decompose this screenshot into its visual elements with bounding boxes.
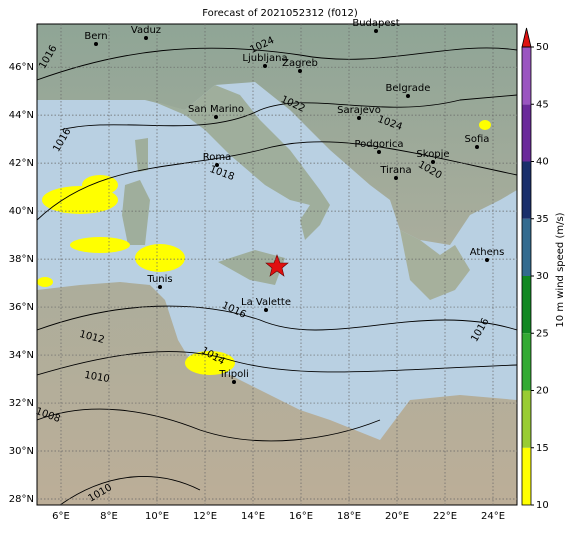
sicily bbox=[218, 250, 285, 285]
colorbar-segment bbox=[522, 390, 531, 448]
lon-tick-label: 20°E bbox=[385, 511, 409, 522]
city-dot bbox=[485, 258, 489, 262]
lon-tick-label: 24°E bbox=[481, 511, 505, 522]
colorbar-tick-label: 35 bbox=[536, 214, 549, 225]
lon-tick-label: 6°E bbox=[52, 511, 70, 522]
city-label: Sarajevo bbox=[337, 105, 381, 116]
city-dot bbox=[377, 150, 381, 154]
lon-tick-label: 16°E bbox=[289, 511, 313, 522]
lat-tick-label: 28°N bbox=[9, 494, 34, 505]
city-label: Tirana bbox=[379, 165, 411, 176]
lat-tick-label: 38°N bbox=[9, 254, 34, 265]
colorbar-extend bbox=[521, 27, 532, 48]
greece bbox=[400, 230, 470, 300]
map-frame bbox=[36, 23, 518, 506]
colorbar-tick-label: 50 bbox=[536, 42, 549, 53]
isobar-label: 1010 bbox=[83, 370, 110, 385]
lat-tick-label: 34°N bbox=[9, 350, 34, 361]
isobars bbox=[37, 47, 517, 505]
city-dot bbox=[94, 42, 98, 46]
colorbar-tick-label: 40 bbox=[536, 157, 549, 168]
city-label: Tunis bbox=[146, 274, 172, 285]
colorbar-segment bbox=[522, 218, 531, 276]
lat-tick-label: 46°N bbox=[9, 62, 34, 73]
lat-tick-label: 36°N bbox=[9, 302, 34, 313]
colorbar-tick-label: 45 bbox=[536, 99, 549, 110]
sardinia bbox=[122, 180, 150, 245]
city-dot bbox=[263, 64, 267, 68]
city-dot bbox=[357, 116, 361, 120]
city-label: Ljubljana bbox=[242, 53, 287, 64]
lon-tick-label: 18°E bbox=[337, 511, 361, 522]
corsica bbox=[135, 138, 148, 172]
city-label: Vaduz bbox=[131, 25, 161, 36]
colorbar-segment bbox=[522, 447, 531, 505]
colorbar-segment bbox=[522, 104, 531, 162]
colorbar-tick-label: 25 bbox=[536, 328, 549, 339]
lat-tick-label: 40°N bbox=[9, 206, 34, 217]
lat-tick-label: 42°N bbox=[9, 158, 34, 169]
colorbar-tick-label: 10 bbox=[536, 500, 549, 511]
city-label: Sofia bbox=[465, 134, 490, 145]
colorbar-segment bbox=[522, 161, 531, 219]
city-dot bbox=[475, 145, 479, 149]
lat-tick-label: 44°N bbox=[9, 110, 34, 121]
city-dot bbox=[406, 94, 410, 98]
city-label: Roma bbox=[203, 152, 232, 163]
city-label: Tripoli bbox=[218, 369, 249, 380]
city-dot bbox=[264, 308, 268, 312]
city-dot bbox=[374, 29, 378, 33]
city-dot bbox=[298, 69, 302, 73]
city-label: Zagreb bbox=[282, 58, 318, 69]
city-dot bbox=[431, 160, 435, 164]
city-label: San Marino bbox=[188, 104, 244, 115]
colorbar-segment bbox=[522, 333, 531, 391]
city-dot bbox=[144, 36, 148, 40]
star-marker bbox=[265, 254, 289, 277]
city-label: Belgrade bbox=[386, 83, 431, 94]
city-label: Budapest bbox=[352, 18, 399, 29]
city-dot bbox=[215, 163, 219, 167]
city-label: Podgorica bbox=[354, 139, 403, 150]
colorbar-tick-label: 30 bbox=[536, 271, 549, 282]
colorbar-segment bbox=[522, 276, 531, 334]
colorbar-label: 10 m wind speed (m/s) bbox=[555, 212, 566, 327]
city-label: Skopje bbox=[416, 149, 449, 160]
lon-tick-label: 14°E bbox=[241, 511, 265, 522]
city-dot bbox=[232, 380, 236, 384]
map-title: Forecast of 2021052312 (f012) bbox=[202, 8, 358, 19]
lon-tick-label: 12°E bbox=[193, 511, 217, 522]
lon-tick-label: 10°E bbox=[145, 511, 169, 522]
city-dot bbox=[214, 115, 218, 119]
city-label: Bern bbox=[84, 31, 107, 42]
city-label: Athens bbox=[470, 247, 505, 258]
city-dot bbox=[158, 285, 162, 289]
colorbar-segment bbox=[522, 47, 531, 105]
lon-tick-label: 8°E bbox=[100, 511, 118, 522]
lat-tick-label: 32°N bbox=[9, 398, 34, 409]
colorbar-tick-label: 15 bbox=[536, 443, 549, 454]
italy bbox=[150, 85, 330, 240]
colorbar-tick-label: 20 bbox=[536, 386, 549, 397]
lat-tick-label: 30°N bbox=[9, 446, 34, 457]
city-dot bbox=[394, 176, 398, 180]
lon-tick-label: 22°E bbox=[433, 511, 457, 522]
city-label: La Valette bbox=[241, 297, 291, 308]
